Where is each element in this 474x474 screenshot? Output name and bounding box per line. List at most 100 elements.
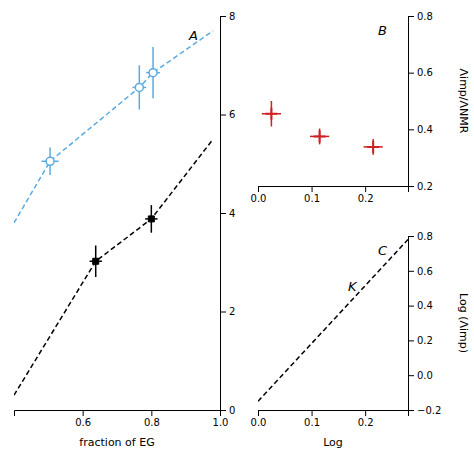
panel: 0.6 0.8 1.00 2 4 6 8 Afraction of EG: [14, 11, 235, 449]
tick-mark: [220, 312, 226, 313]
tick-mark: [408, 186, 414, 187]
tick: 0.6: [408, 67, 433, 78]
tick: 0.4: [408, 124, 433, 135]
tick-mark: [408, 410, 414, 411]
tick: 0: [220, 405, 235, 416]
annotation: K: [348, 279, 358, 294]
y-axis: 0.2 0.4 0.6 0.8: [408, 11, 433, 192]
point: [93, 258, 99, 264]
tick-label: 0.2: [417, 335, 433, 346]
tick: 0.1: [304, 186, 320, 204]
tick-label: 0.1: [304, 193, 320, 204]
tick: 0.2: [358, 186, 374, 204]
tick-mark: [258, 186, 259, 192]
point: [148, 216, 154, 222]
tick: 0.8: [408, 231, 433, 242]
x-axis: 0.0 0.1 0.2: [251, 186, 409, 204]
tick-mark: [220, 410, 226, 411]
tick-mark: [408, 236, 414, 237]
tick-label: 0.6: [417, 266, 433, 277]
tick: 0.4: [408, 300, 433, 311]
y-axis: −0.2 0.0 0.2 0.4 0.6 0.8: [408, 231, 441, 416]
tick-label: 0.4: [417, 124, 433, 135]
tick-label: 1.0: [213, 417, 229, 428]
y-axis: 0 2 4 6 8: [220, 11, 235, 416]
tick-mark: [408, 271, 414, 272]
tick-label: −0.2: [417, 405, 441, 416]
axis-line: [409, 237, 415, 411]
tick-mark: [220, 213, 226, 214]
tick-mark: [408, 340, 414, 341]
tick: 0.8: [408, 11, 433, 22]
tick-label: 0.0: [251, 417, 267, 428]
tick: −0.2: [408, 405, 441, 416]
tick-mark: [408, 306, 414, 307]
tick: 0.6: [75, 410, 91, 428]
y-axis-title: Log (Λimp): [457, 293, 470, 353]
tick-label: 0: [229, 405, 235, 416]
tick: 0.2: [358, 410, 374, 428]
tick-label: 0.4: [417, 300, 433, 311]
panel: 0.00.10.2 −0.2 0.0 0.2 0.4 0.6 0.8 C K Log Log (Λi…: [251, 231, 470, 449]
tick-label: 0.2: [358, 193, 374, 204]
tick-mark: [220, 16, 226, 17]
x-axis-title: Log: [323, 436, 343, 449]
points: [90, 205, 158, 277]
tick-label: 0.2: [417, 181, 433, 192]
tick-mark: [408, 73, 414, 74]
x-axis-title: fraction of EG: [79, 436, 154, 449]
plot-area: [14, 31, 213, 395]
tick: 0.8: [144, 410, 160, 428]
tick-label: 0.8: [144, 417, 160, 428]
tick-mark: [312, 410, 313, 416]
panel-label: C: [378, 243, 388, 258]
tick-mark: [365, 410, 366, 416]
panel-label: A: [188, 28, 198, 43]
point: [314, 130, 326, 142]
tick-mark: [408, 375, 414, 376]
tick-label: 2: [229, 306, 235, 317]
tick: 6: [220, 109, 235, 120]
panel: 0.00.10.20.20.40.60.8BΛimp/ΛNMR: [251, 11, 470, 204]
line: [14, 31, 213, 223]
tick-label: 0.2: [358, 417, 374, 428]
tick: 0.0: [251, 186, 267, 204]
point: [367, 141, 379, 153]
tick-label: 0.8: [417, 231, 433, 242]
x-axis: 0.00.10.2: [251, 410, 409, 428]
tick-mark: [220, 115, 226, 116]
point: [135, 83, 143, 91]
panel-label: B: [378, 23, 387, 38]
chart: 0.60.81.002468Afraction of EG0.00.10.20.…: [0, 0, 474, 474]
x-axis: 0.6 0.8 1.0: [15, 410, 229, 428]
tick: 1.0: [213, 410, 229, 428]
tick: 0.0: [251, 410, 267, 428]
axis-line: [221, 17, 227, 411]
tick-label: 0.6: [75, 417, 91, 428]
tick-label: 4: [229, 208, 235, 219]
point: [265, 108, 277, 120]
line: [258, 239, 408, 401]
tick-label: 6: [229, 109, 235, 120]
tick: 0.6: [408, 266, 433, 277]
tick: 8: [220, 11, 235, 22]
tick: 2: [220, 306, 235, 317]
tick-label: 0.0: [417, 370, 433, 381]
axis-line: [259, 187, 409, 193]
tick-mark: [408, 16, 414, 17]
axis-line: [259, 411, 409, 417]
tick: 4: [220, 208, 235, 219]
axis-line: [15, 411, 221, 417]
tick-mark: [312, 186, 313, 192]
tick-label: 0.0: [251, 193, 267, 204]
points: [262, 101, 383, 155]
tick-mark: [258, 410, 259, 416]
tick-label: 0.6: [417, 67, 433, 78]
plot-area: [262, 101, 383, 155]
tick: 0.0: [408, 370, 433, 381]
tick-mark: [83, 410, 84, 416]
axis-line: [409, 17, 415, 187]
points: [41, 47, 159, 175]
tick: 0.2: [408, 335, 433, 346]
point: [149, 69, 157, 77]
